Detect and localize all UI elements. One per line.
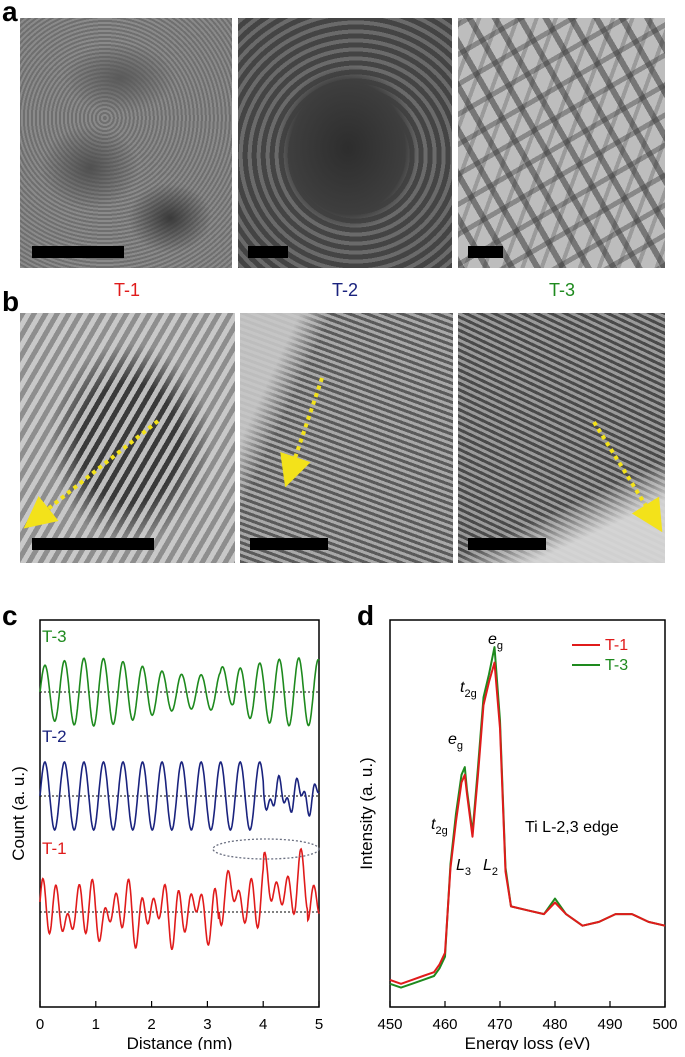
series-label-t-3: T-3	[42, 627, 67, 646]
x-tick-label: 500	[652, 1016, 677, 1033]
x-tick-label: 450	[377, 1016, 402, 1033]
hrtem-image-t1	[20, 313, 235, 563]
eels-spectrum-chart: 450 460 470 480 490 500 Energy loss (eV) Intens…	[357, 619, 678, 1050]
line-profile-chart: 0 1 2 3 4 5 Distance (nm) Count (a. u.) T-3 T-2 T-…	[9, 619, 323, 1050]
series-label-t-1: T-1	[42, 839, 67, 858]
x-axis-label: Energy loss (eV)	[465, 1034, 591, 1050]
series-line-t-3	[39, 656, 320, 727]
y-axis-label: Count (a. u.)	[9, 766, 28, 861]
series-line-t-2	[39, 760, 320, 832]
series-label-t-2: T-2	[42, 727, 67, 746]
scale-bar	[468, 538, 546, 550]
x-tick-label: 490	[597, 1016, 622, 1033]
x-tick-label: 3	[203, 1016, 211, 1033]
tem-image-t3	[458, 18, 665, 268]
tem-image-t2	[238, 18, 452, 268]
x-tick-label: 460	[432, 1016, 457, 1033]
panel-label-b: b	[2, 286, 20, 317]
scale-bar	[248, 246, 288, 258]
x-tick-label: 5	[315, 1016, 323, 1033]
panel-label-d: d	[357, 600, 375, 631]
peak-label-l3: L3	[456, 857, 471, 878]
hrtem-image-t3	[458, 313, 665, 563]
x-tick-label: 4	[259, 1016, 267, 1033]
legend-label-t-1: T-1	[605, 637, 628, 654]
x-tick-label: 470	[487, 1016, 512, 1033]
hrtem-image-t2	[240, 313, 453, 563]
sample-label-t1: T-1	[113, 280, 140, 300]
panel-label-a: a	[2, 0, 18, 27]
highlight-ellipse	[212, 838, 320, 860]
panel-label-c: c	[2, 600, 18, 631]
legend-label-t-3: T-3	[605, 657, 628, 674]
plot-frame	[39, 619, 320, 1008]
scale-bar	[32, 538, 154, 550]
series-line-t-1	[389, 661, 666, 985]
edge-annotation: Ti L-2,3 edge	[525, 819, 619, 836]
peak-label-eg-l3: eg	[448, 731, 463, 752]
y-axis-label: Intensity (a. u.)	[357, 757, 376, 869]
sample-label-t2: T-2	[331, 280, 358, 300]
x-tick-label: 1	[92, 1016, 100, 1033]
scale-bar	[32, 246, 124, 258]
plot-frame	[389, 619, 666, 1008]
peak-label-t2g-l3: t2g	[431, 816, 448, 837]
series-line-t-1	[39, 847, 320, 951]
peak-label-eg-l2: eg	[488, 631, 503, 652]
x-tick-label: 2	[147, 1016, 155, 1033]
peak-label-t2g-l2: t2g	[460, 679, 477, 700]
scale-bar	[250, 538, 328, 550]
sample-label-t3: T-3	[548, 280, 575, 300]
x-tick-label: 480	[542, 1016, 567, 1033]
scale-bar	[468, 246, 503, 258]
peak-label-l2: L2	[483, 857, 498, 878]
tem-image-t1	[20, 18, 232, 268]
x-tick-label: 0	[36, 1016, 44, 1033]
x-axis-label: Distance (nm)	[127, 1034, 233, 1050]
